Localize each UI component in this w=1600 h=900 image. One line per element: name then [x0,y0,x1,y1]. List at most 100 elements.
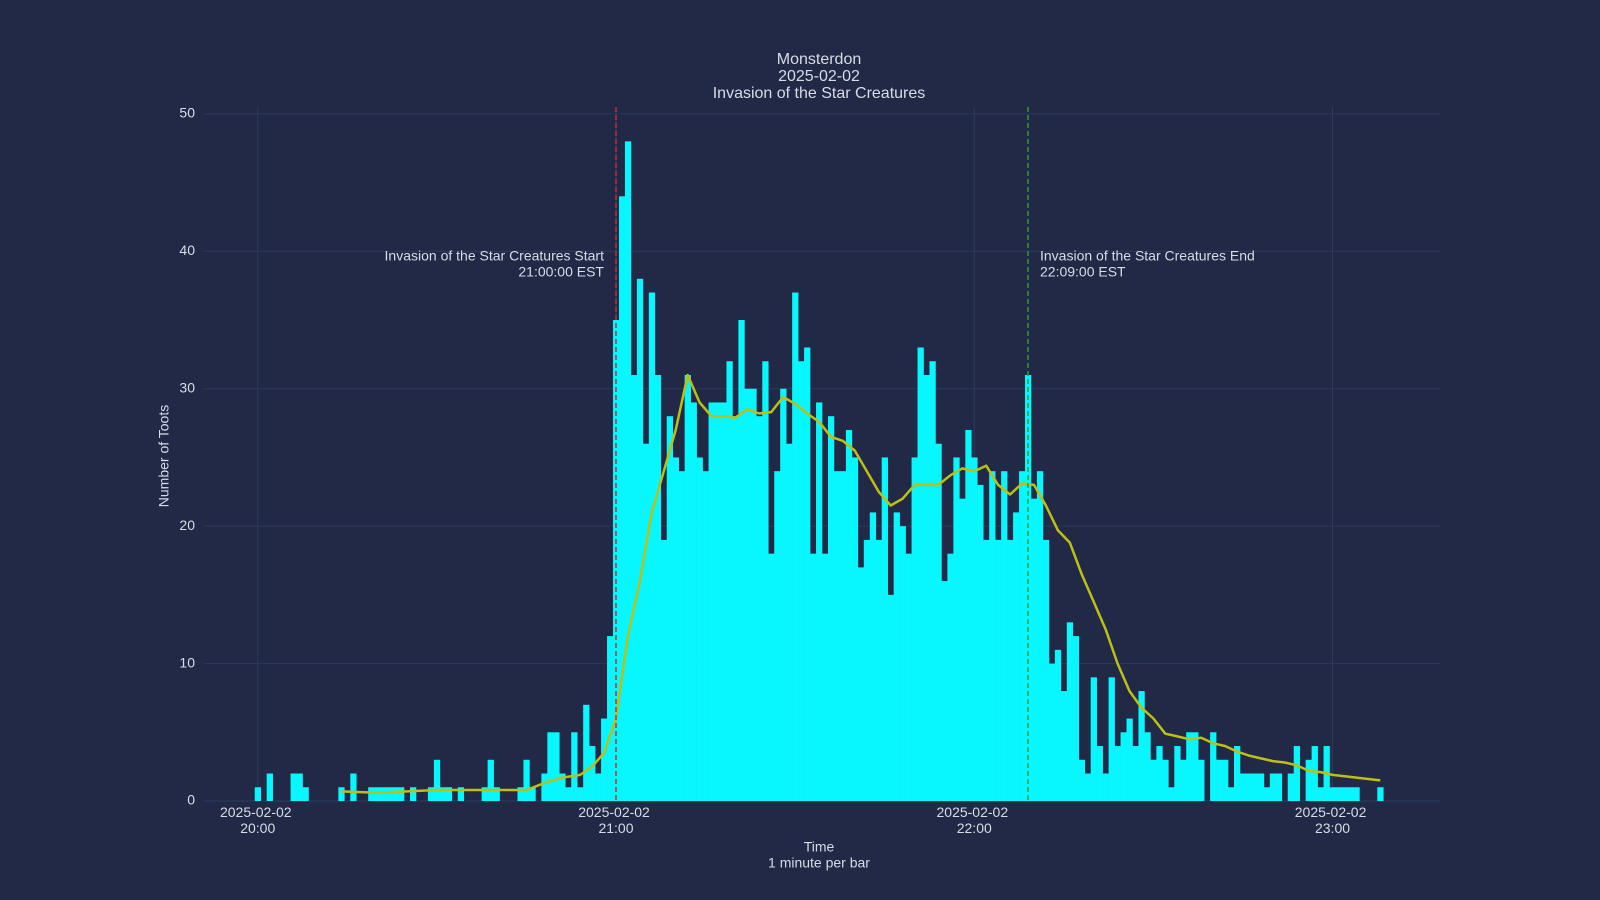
y-tick-label: 0 [187,792,195,808]
bar [457,787,465,801]
bar [577,787,584,801]
bar [642,443,650,801]
bar [929,361,936,801]
bar [845,429,853,801]
bar [302,787,309,801]
bar [810,553,817,801]
bar [804,347,811,801]
bar [654,374,662,801]
bar [893,512,900,801]
bar [887,594,894,801]
bar [1174,746,1181,801]
bar [481,787,488,801]
bar [1162,759,1169,801]
bar [1198,759,1205,801]
bar [1168,787,1175,801]
bar [1114,746,1121,801]
bar [768,553,775,801]
x-axis-note: 1 minute per bar [768,855,870,871]
bar [1311,746,1318,801]
bar [899,526,906,801]
bar [839,471,847,801]
bar [660,539,668,801]
bar [487,759,494,801]
bar [410,787,417,801]
bar [774,471,781,801]
bar [1251,773,1259,801]
bar [1234,746,1241,801]
bar [1108,677,1115,801]
bar [1001,471,1008,801]
bar [959,498,966,801]
bar [1078,759,1086,801]
x-axis-label: Time [804,839,835,855]
x-tick-label: 2025-02-02 23:00 [1295,804,1371,836]
bar [618,196,626,802]
bar [732,416,739,801]
bar [1192,732,1199,801]
bar [636,278,644,801]
bar [571,732,578,801]
bar [690,402,697,801]
event-label: Invasion of the Star Creatures End [1040,248,1255,264]
bar [953,457,960,801]
x-tick-label: 2025-02-02 22:00 [937,804,1013,836]
bar [792,292,799,801]
bar [380,787,387,801]
bar [833,471,841,801]
bar [989,471,996,801]
chart-title: Monsterdon [777,51,862,68]
bar [822,553,829,801]
bar [672,457,679,801]
bar [1156,746,1163,801]
bar [607,636,614,801]
bar [1305,759,1312,801]
bar [589,746,596,801]
bar [392,787,399,801]
bar [1150,759,1157,801]
event-label: 21:00:00 EST [518,264,604,280]
bar [1096,746,1103,801]
bar [684,374,691,801]
bar [595,773,602,801]
bar [1317,787,1324,801]
bar [517,787,524,801]
y-tick-label: 10 [179,654,195,670]
bar [935,443,942,801]
bar [1126,718,1133,801]
event-label: Invasion of the Star Creatures Start [385,248,605,264]
bar [1377,787,1384,801]
bar [911,457,918,801]
bar [869,512,877,801]
bar [1263,787,1271,801]
y-tick-label: 20 [179,517,195,533]
bar [266,773,273,801]
bar [750,388,757,801]
bar [708,402,715,801]
bar [433,759,441,801]
bar [1048,663,1056,801]
bar [1090,677,1097,801]
bar [386,787,393,801]
bar [1084,773,1091,801]
bar [756,416,763,801]
bar [296,773,303,801]
bar [1222,759,1229,801]
bar [1228,787,1235,801]
bar [738,320,745,801]
bar [1245,773,1253,801]
bar [941,581,948,801]
bar [559,773,566,801]
bar [995,539,1002,801]
y-tick-label: 50 [179,105,195,121]
bar [1132,746,1139,801]
bar [1353,787,1360,801]
bar [398,787,405,801]
bar [1120,732,1127,801]
bar [493,787,500,801]
bar [696,457,703,801]
bar [439,787,447,801]
bar [350,773,357,801]
bar [1072,636,1080,801]
